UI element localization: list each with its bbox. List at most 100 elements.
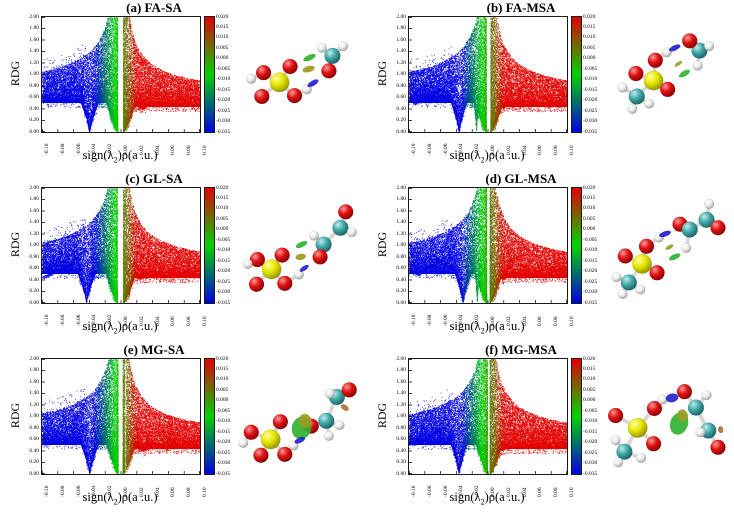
colorbar-tick-label: -0.025 (583, 449, 598, 456)
colorbar-tick-label: 0.005 (583, 44, 596, 51)
hydrogen-atom (324, 388, 335, 399)
oxygen-atom (607, 407, 624, 424)
colorbar-tick-label: -0.010 (583, 76, 598, 83)
hydrogen-atom (635, 284, 646, 295)
y-tick-label: 1.00 (396, 242, 406, 248)
panel-title: (f) MG-MSA (485, 342, 557, 357)
x-axis-label: sign(λ2)ρ(a .u.) (449, 148, 525, 165)
y-tick-label: 1.40 (29, 390, 39, 396)
oxygen-atom (638, 238, 655, 255)
hydrogen-atom (701, 390, 712, 401)
nci-isosurface-green (669, 253, 681, 261)
colorbar (204, 358, 215, 475)
colorbar (571, 358, 582, 475)
molecule-structure-f (607, 383, 726, 468)
hydrogen-atom (316, 42, 327, 53)
colorbar-tick-label: 0.015 (583, 365, 596, 372)
plot-block: (f) MG-MSA RDG 2.00 1.80 1.60 1.40 1.20 1.00 0.8… (376, 342, 607, 513)
y-tick-label: 1.20 (29, 230, 39, 237)
panel-title: (e) MG-SA (123, 342, 185, 357)
oxygen-atom (321, 63, 337, 79)
y-tick-label: 0.60 (29, 265, 39, 271)
plot-block: (b) FA-MSA RDG 2.00 1.80 1.60 1.40 1.20 1.00 0.8… (376, 0, 607, 171)
colorbar-tick-label: -0.030 (583, 460, 598, 467)
colorbar-tick-label: 0.020 (216, 184, 229, 191)
hydrogen-atom (695, 427, 706, 438)
colorbar-tick-label: -0.015 (216, 86, 231, 93)
colorbar-tick-label: 0.000 (216, 55, 229, 62)
oxygen-atom (647, 52, 664, 69)
y-tick-label: 1.40 (29, 219, 39, 225)
nci-isosurface-olive (302, 65, 315, 73)
y-tick-label: 0.80 (29, 253, 39, 260)
nci-isosurface-green (303, 53, 316, 62)
molecule-structure-d (611, 198, 726, 300)
oxygen-atom (272, 413, 289, 430)
colorbar-tick-label: -0.005 (583, 407, 598, 414)
oxygen-atom (312, 249, 328, 265)
nci-isosurface-green (295, 240, 308, 249)
carbon-atom (628, 88, 645, 105)
y-tick-label: 0.00 (396, 299, 406, 306)
y-tick-label: 1.00 (29, 413, 39, 419)
rdg-scatter-plot (408, 358, 568, 475)
y-tick-label: 2.00 (29, 184, 39, 191)
colorbar-tick-label: -0.010 (216, 247, 231, 254)
carbon-atom (698, 211, 715, 228)
y-tick-label: 1.40 (396, 219, 406, 225)
plot-block: (c) GL-SA RDG 2.00 1.80 1.60 1.40 1.20 1.00 0.80… (9, 171, 240, 342)
oxygen-atom (286, 87, 303, 104)
y-tick-label: 0.60 (396, 436, 406, 442)
y-tick-label: 1.40 (396, 390, 406, 396)
y-tick-label: 2.00 (396, 13, 406, 20)
colorbar-tick-label: -0.020 (583, 268, 598, 275)
y-tick-label: 1.00 (29, 71, 39, 77)
rdg-scatter-plot (41, 358, 201, 475)
hydrogen-atom (644, 98, 655, 109)
colorbar (204, 187, 215, 304)
colorbar-tick-label: -0.015 (216, 428, 231, 435)
colorbar-tick-label: -0.020 (216, 439, 231, 446)
y-tick-label: 0.00 (29, 470, 39, 477)
oxygen-atom (710, 439, 726, 456)
y-tick-label: 0.20 (29, 117, 39, 123)
y-tick-label: 1.80 (396, 196, 406, 202)
x-axis-label: sign(λ2)ρ(a .u.) (449, 319, 525, 336)
oxygen-atom (274, 247, 290, 263)
y-tick-label: 0.00 (396, 128, 406, 135)
hydrogen-atom (246, 73, 257, 84)
carbon-atom (318, 412, 335, 429)
colorbar-tick-label: -0.005 (216, 65, 231, 72)
oxygen-atom (337, 204, 354, 220)
y-tick-label: 1.60 (29, 378, 39, 385)
nci-isosurface-blue (307, 79, 319, 88)
y-tick-label: 1.20 (396, 230, 406, 237)
colorbar-tick-label: 0.000 (583, 397, 596, 404)
oxygen-atom (645, 436, 662, 452)
y-tick-label: 0.20 (396, 459, 406, 465)
oxygen-atom (277, 275, 293, 292)
y-tick-label: 0.80 (396, 82, 406, 89)
colorbar-tick-label: -0.025 (583, 278, 598, 285)
colorbar-tick-label: 0.010 (583, 376, 596, 383)
rdg-scatter-plot (41, 187, 201, 304)
y-tick-label: 2.00 (396, 355, 406, 362)
sulfur-atom (627, 417, 648, 438)
colorbar-tick-label: -0.035 (583, 128, 598, 135)
y-tick-label: 1.00 (396, 413, 406, 419)
y-tick-label: 0.20 (396, 117, 406, 123)
y-tick-label: 0.80 (29, 82, 39, 89)
oxygen-atom (253, 447, 269, 463)
colorbar-tick-label: 0.000 (216, 226, 229, 233)
hydrogen-atom (308, 230, 319, 241)
colorbar-tick-label: 0.020 (583, 184, 596, 191)
carbon-atom (332, 219, 349, 236)
colorbar-tick-label: 0.020 (583, 355, 596, 362)
oxygen-atom (249, 251, 266, 268)
nci-isosurface-blue (294, 436, 306, 444)
colorbar (571, 16, 582, 133)
sulfur-atom (260, 429, 281, 450)
x-tick-label: 0.10 (202, 487, 208, 497)
y-tick-label: 0.00 (29, 299, 39, 306)
